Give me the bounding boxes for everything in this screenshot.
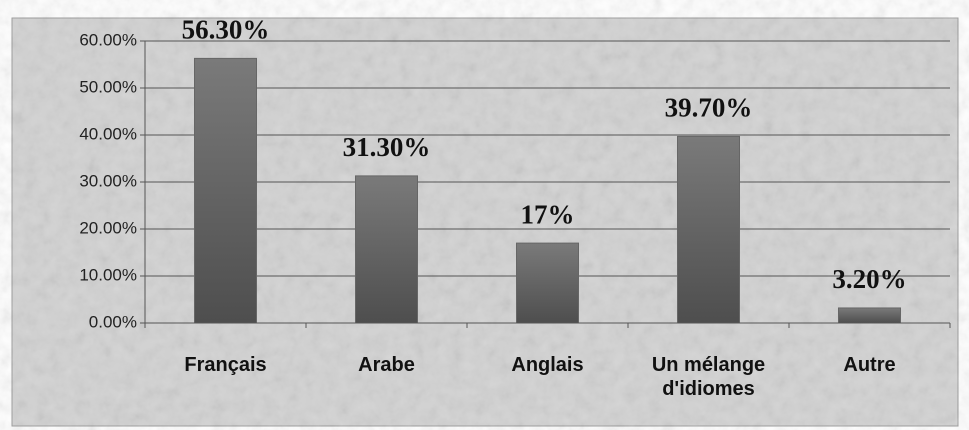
data-label: 3.20% bbox=[832, 264, 906, 294]
bar bbox=[838, 307, 901, 324]
y-tick-label: 10.00% bbox=[79, 265, 137, 284]
bar bbox=[516, 242, 579, 324]
bar bbox=[194, 57, 257, 324]
x-tick-label: Anglais bbox=[511, 354, 584, 376]
x-tick-label: Un mélange d'idiomes bbox=[651, 354, 766, 400]
data-label: 56.30% bbox=[182, 15, 270, 45]
bar bbox=[677, 135, 740, 324]
y-tick-label: 60.00% bbox=[79, 30, 137, 49]
y-tick-label: 40.00% bbox=[79, 124, 137, 143]
bar bbox=[355, 175, 418, 324]
y-tick-label: 50.00% bbox=[79, 77, 137, 96]
data-label: 31.30% bbox=[343, 132, 431, 162]
y-tick-label: 30.00% bbox=[79, 171, 137, 190]
x-tick-label: Français bbox=[184, 354, 267, 376]
x-tick-label: Arabe bbox=[358, 354, 415, 376]
data-label: 17% bbox=[521, 199, 575, 229]
texture bbox=[12, 18, 958, 426]
y-tick-label: 0.00% bbox=[89, 312, 137, 331]
x-tick-label: Autre bbox=[843, 354, 896, 376]
data-label: 39.70% bbox=[665, 93, 753, 123]
y-tick-label: 20.00% bbox=[79, 218, 137, 237]
